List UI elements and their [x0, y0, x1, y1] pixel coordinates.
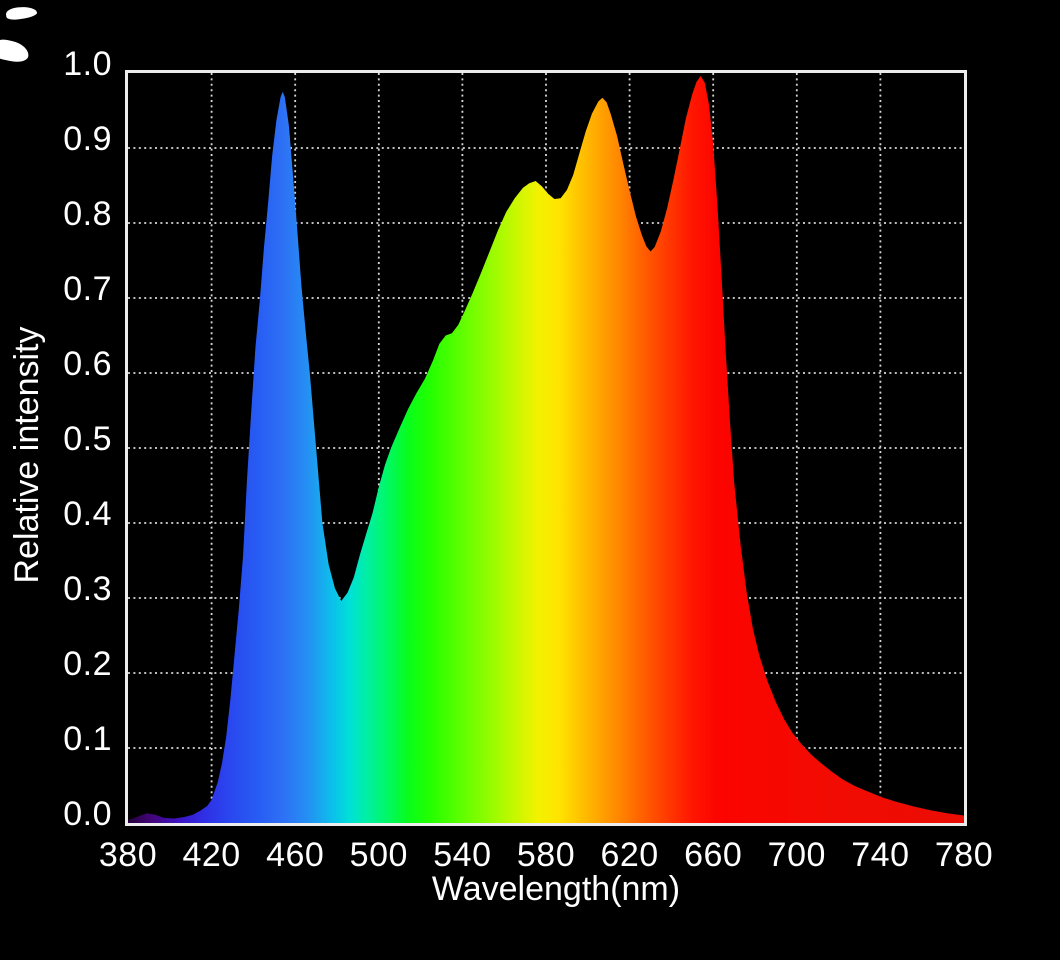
y-tick-label: 0.2 — [63, 645, 112, 683]
y-tick-label: 0.4 — [63, 495, 112, 533]
x-tick-label: 700 — [767, 836, 826, 874]
white-smudge-artifact-1 — [5, 5, 38, 21]
spectrum-chart-plot — [128, 73, 964, 823]
x-tick-label: 380 — [98, 836, 158, 874]
x-tick-label: 500 — [349, 836, 408, 874]
y-tick-label: 0.1 — [63, 720, 112, 758]
x-tick-label: 660 — [684, 836, 743, 874]
x-tick-label: 580 — [516, 836, 576, 874]
x-tick-label: 420 — [182, 836, 241, 874]
y-tick-label: 0.8 — [63, 195, 112, 233]
x-tick-label: 740 — [851, 836, 910, 874]
y-tick-label: 0.6 — [63, 345, 112, 383]
x-tick-label: 780 — [934, 836, 994, 874]
spectrum-area — [128, 76, 964, 823]
y-tick-label: 0.7 — [63, 270, 112, 308]
x-tick-label: 540 — [433, 836, 492, 874]
x-axis-title: Wavelength(nm) — [431, 870, 681, 908]
y-tick-label: 1.0 — [63, 45, 112, 83]
y-tick-label: 0.9 — [63, 120, 112, 158]
y-tick-label: 0.5 — [63, 420, 112, 458]
x-tick-label: 460 — [266, 836, 325, 874]
white-smudge-artifact-2 — [0, 37, 31, 65]
x-tick-label: 620 — [600, 836, 659, 874]
y-tick-label: 0.3 — [63, 570, 112, 608]
y-tick-label: 0.0 — [63, 795, 112, 833]
